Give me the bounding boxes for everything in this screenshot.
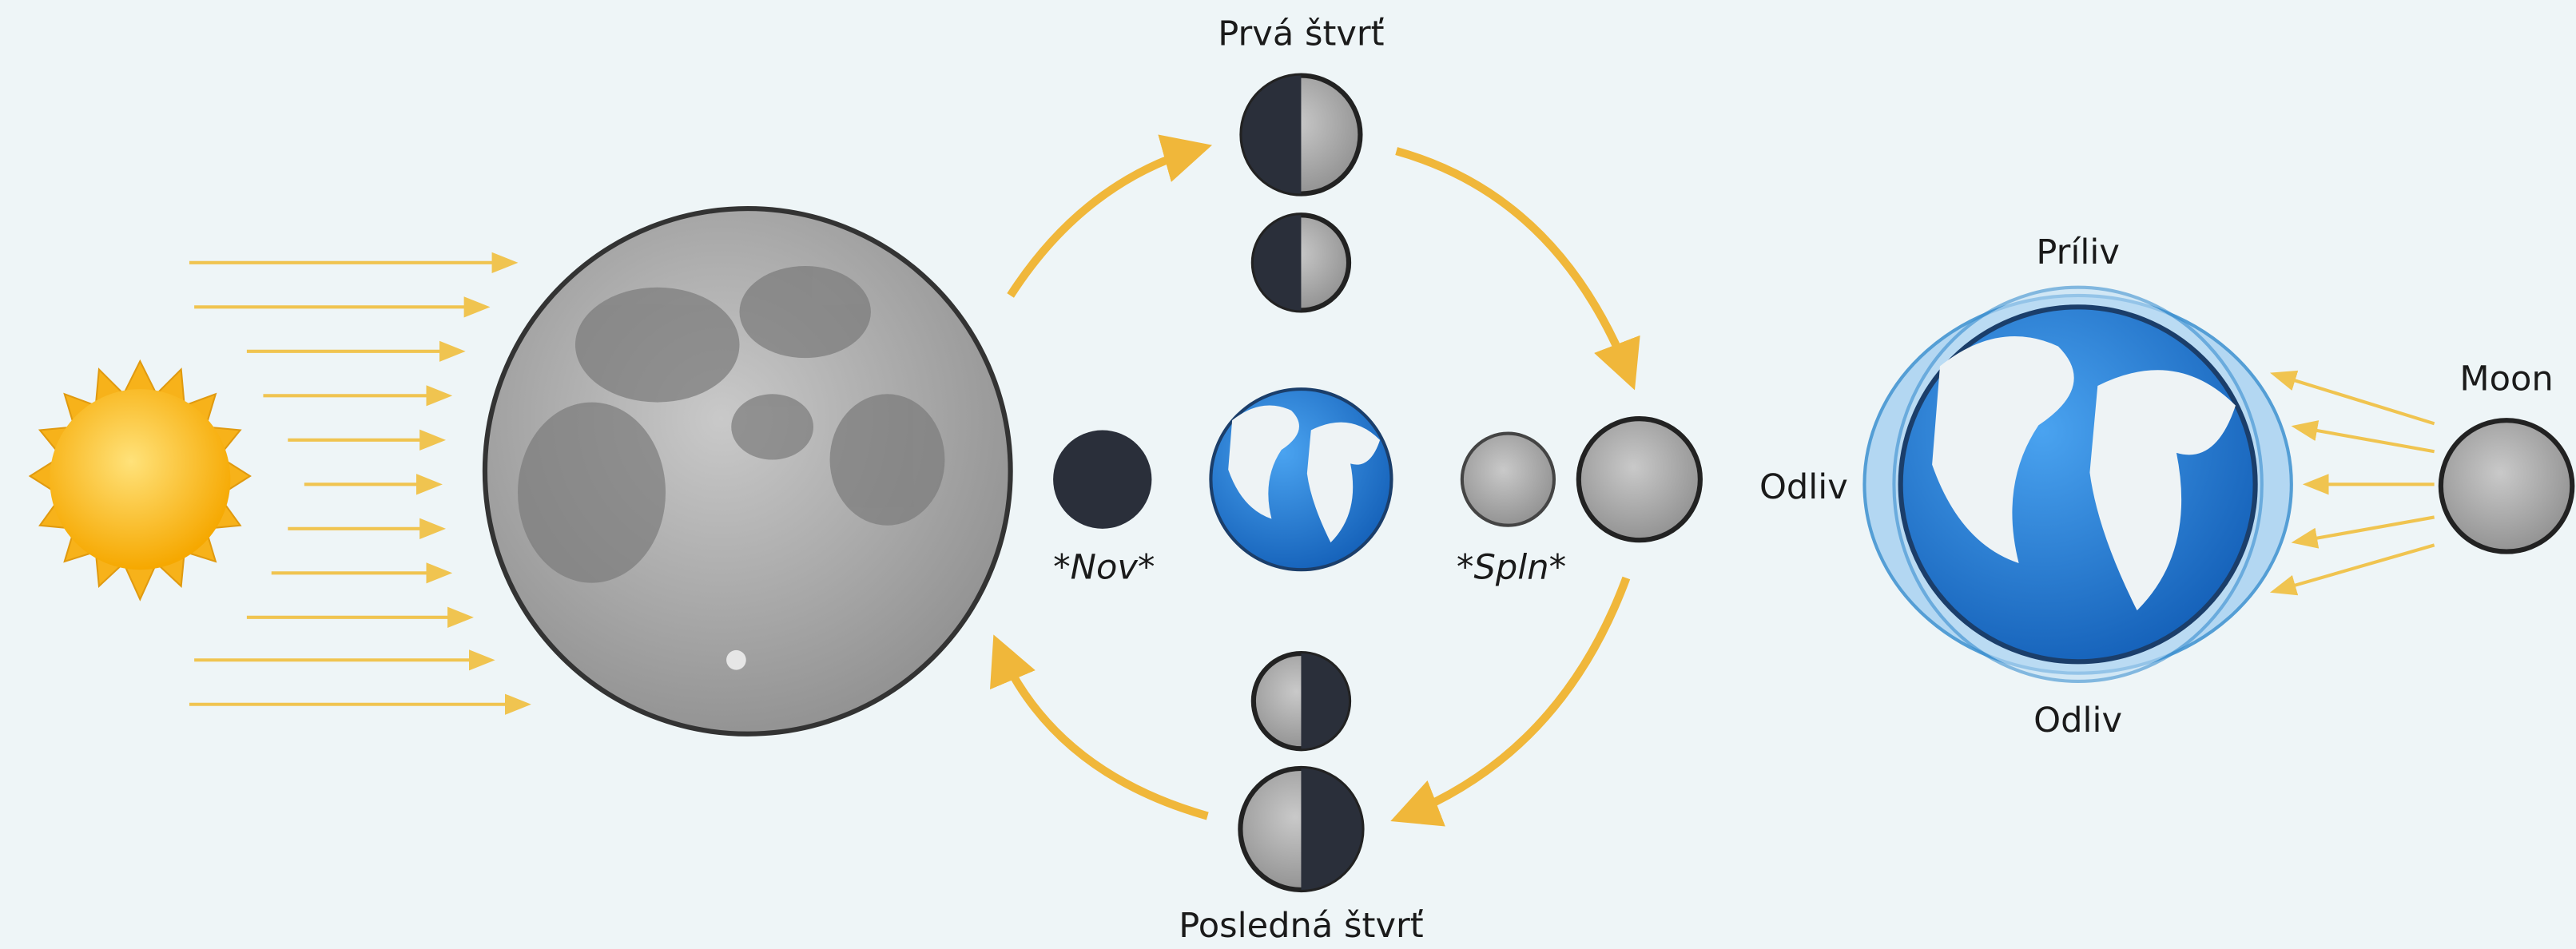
sun <box>28 359 252 602</box>
label-low-tide-left: Odliv <box>1759 467 1848 507</box>
tidal-moon <box>2438 418 2575 554</box>
label-new-moon: *Nov* <box>1053 548 1155 588</box>
label-moon: Moon <box>2459 359 2553 399</box>
label-low-tide-bottom: Odliv <box>2033 701 2122 741</box>
tidal-arrows <box>2269 370 2435 596</box>
full-moon <box>1460 416 1703 543</box>
label-high-tide: Príliv <box>2036 232 2120 272</box>
label-full-moon: *Spln* <box>1457 548 1566 588</box>
last-quarter-moon <box>1238 650 1365 893</box>
new-moon <box>1053 430 1152 529</box>
label-first-quarter: Prvá štvrť <box>1218 14 1384 54</box>
label-last-quarter: Posledná štvrť <box>1179 906 1424 946</box>
orbit-arrows <box>990 134 1640 827</box>
first-quarter-moon <box>1239 73 1363 313</box>
sunlight-rays <box>189 252 531 715</box>
earth <box>1209 387 1393 572</box>
tidal-earth <box>1862 285 2293 684</box>
big-moon <box>482 205 1013 737</box>
